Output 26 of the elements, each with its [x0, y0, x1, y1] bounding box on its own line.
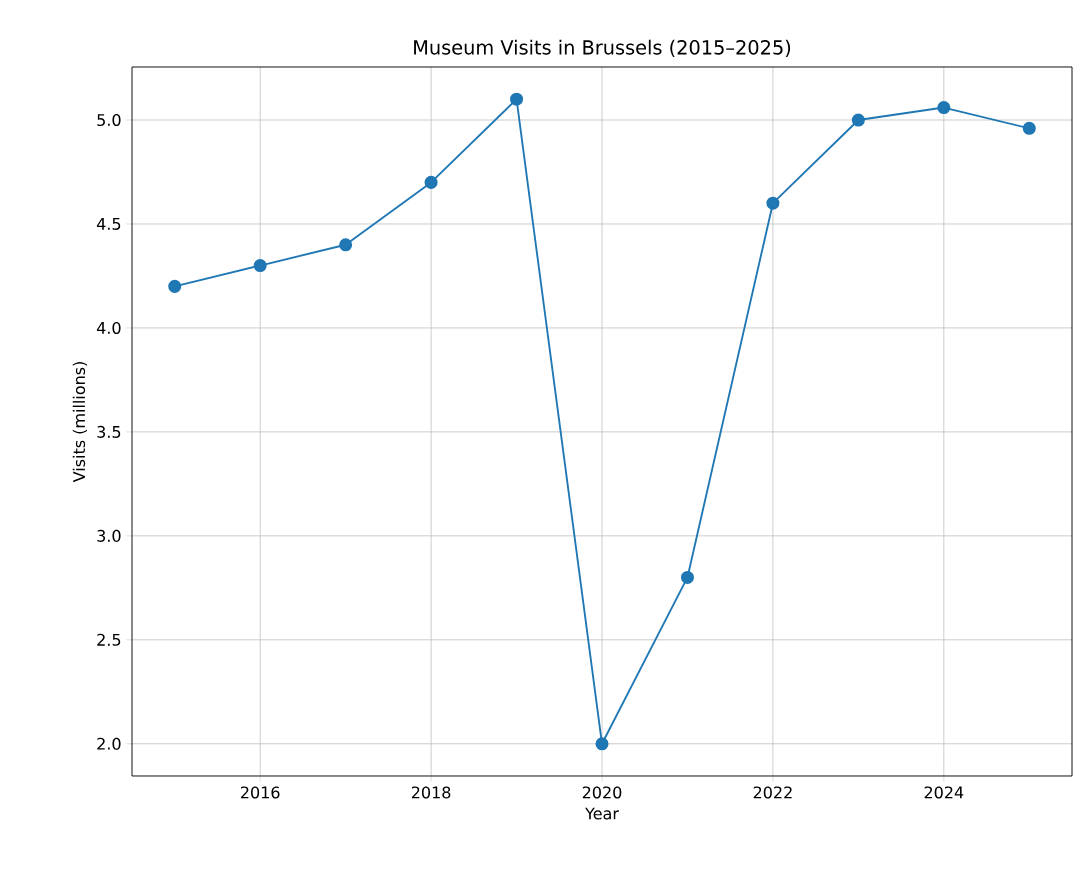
point [168, 279, 182, 293]
point [253, 259, 267, 273]
point [1022, 121, 1036, 135]
y-tick-label: 4.0 [96, 321, 121, 334]
y-tick-label: 5.0 [97, 113, 121, 127]
x-tick-label: 2020 [582, 786, 622, 799]
chart-title: Museum Visits in Brussels (2015–2025) [414, 39, 791, 57]
y-tick-label: 2.5 [97, 633, 121, 646]
point [851, 113, 865, 127]
point [766, 196, 780, 210]
point [595, 737, 609, 751]
point [339, 238, 353, 252]
x-tick-label: 2016 [241, 786, 280, 799]
y-tick-label: 4.5 [96, 218, 121, 230]
point [510, 92, 524, 106]
y-tick-label: 3.5 [97, 425, 121, 438]
x-axis-title: Year [585, 807, 619, 820]
y-tick-label: 3.0 [97, 529, 121, 542]
point [680, 570, 694, 584]
x-tick-label: 2022 [753, 786, 792, 799]
x-tick-label: 2024 [924, 786, 964, 799]
y-tick-label: 2.0 [97, 737, 121, 750]
x-tick-label: 2018 [411, 786, 451, 799]
point [424, 175, 438, 189]
point [937, 101, 951, 115]
y-axis-title: Visits (millions) [72, 362, 88, 483]
